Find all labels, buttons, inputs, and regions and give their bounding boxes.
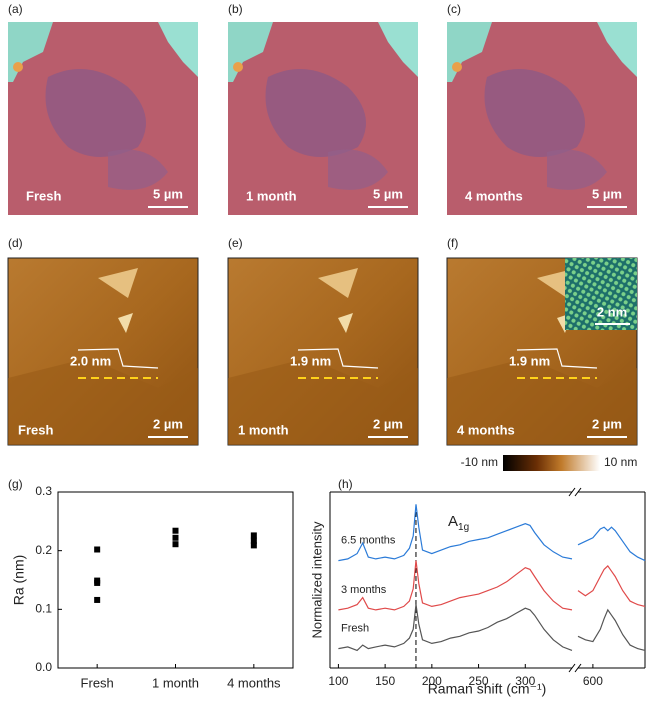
panel-label: (d) [8, 236, 23, 250]
y-tick-label: 0.1 [35, 602, 52, 616]
flake-region [265, 69, 366, 157]
flake [338, 313, 353, 333]
particle [13, 62, 23, 72]
y-axis-title: Normalized intensity [309, 521, 324, 639]
caption: Fresh [18, 422, 53, 437]
caption: 1 month [238, 422, 289, 437]
height-profile [297, 348, 379, 369]
data-point [94, 546, 101, 553]
spectrum [577, 564, 646, 607]
scale-label: 2 µm [592, 416, 622, 431]
particle [452, 62, 462, 72]
spectrum [338, 604, 573, 652]
x-tick-label: 300 [515, 674, 535, 688]
colorbar-max: 10 nm [604, 455, 637, 469]
x-tick-label: 600 [583, 674, 603, 688]
flake-region [328, 149, 388, 190]
series-label: 6.5 months [341, 535, 396, 547]
step-height: 1.9 nm [290, 353, 331, 368]
x-tick-label: 1 month [152, 675, 199, 690]
spectrum [338, 560, 573, 611]
x-tick-label: 150 [375, 674, 395, 688]
peak-label-main: A [448, 513, 458, 530]
peak-label: A1g [448, 513, 469, 533]
height-profile [516, 348, 598, 369]
scale-label: 5 µm [153, 186, 183, 201]
caption: 4 months [465, 188, 523, 203]
atomic-inset [565, 258, 637, 330]
data-point [172, 527, 179, 534]
axis-break [568, 663, 576, 673]
flake [318, 268, 358, 298]
caption: 4 months [457, 422, 515, 437]
colorbar [503, 455, 600, 471]
data-point [172, 541, 179, 548]
data-point [250, 537, 257, 544]
axis-break [574, 487, 582, 497]
series-label: 3 months [341, 584, 387, 596]
flake-region [45, 69, 146, 157]
scale-label: 2 µm [373, 416, 403, 431]
panel-label: (b) [228, 2, 243, 16]
scale-label: 5 µm [592, 186, 622, 201]
scale-label: 2 µm [153, 416, 183, 431]
x-tick-label: 200 [422, 674, 442, 688]
inset-scale: 2 nm [597, 304, 627, 319]
x-axis-title: Raman shift (cm⁻¹) [428, 681, 547, 697]
scale-label: 5 µm [373, 186, 403, 201]
terrace [8, 358, 198, 445]
step-height: 2.0 nm [70, 353, 111, 368]
data-point [172, 534, 179, 541]
panel-label: (f) [447, 236, 458, 250]
spectrum [577, 608, 646, 651]
series-label: Fresh [341, 623, 369, 635]
axis-break [568, 487, 576, 497]
step-height: 1.9 nm [509, 353, 550, 368]
x-tick-label: 100 [328, 674, 348, 688]
caption: Fresh [26, 188, 61, 203]
panel-label: (g) [8, 477, 23, 491]
data-point [250, 542, 257, 549]
crystal [158, 22, 198, 77]
spectrum [577, 526, 646, 562]
data-point [94, 596, 101, 603]
y-tick-label: 0.0 [35, 660, 52, 674]
height-profile [77, 348, 159, 369]
y-tick-label: 0.3 [35, 484, 52, 498]
flake-region [484, 69, 585, 157]
panel-label: (a) [8, 2, 23, 16]
flake-region [547, 149, 607, 190]
spectrum [338, 504, 573, 562]
crystal [597, 22, 637, 77]
data-point [250, 532, 257, 539]
panel-label: (h) [338, 477, 353, 491]
x-tick-label: Fresh [81, 675, 114, 690]
panel-label: (e) [228, 236, 243, 250]
plot-frame [57, 491, 294, 669]
particle [233, 62, 243, 72]
panel-label: (c) [447, 2, 461, 16]
x-tick-label: 4 months [227, 675, 281, 690]
flake-region [108, 149, 168, 190]
y-axis-title: Ra (nm) [11, 555, 27, 606]
flake [98, 268, 138, 298]
caption: 1 month [246, 188, 297, 203]
flake [118, 313, 133, 333]
y-tick-label: 0.2 [35, 543, 52, 557]
axis-break [574, 663, 582, 673]
peak-label-sub: 1g [458, 522, 469, 533]
crystal [378, 22, 418, 77]
terrace [447, 358, 637, 445]
data-point [94, 579, 101, 586]
terrace [228, 358, 418, 445]
x-tick-label: 250 [469, 674, 489, 688]
colorbar-min: -10 nm [461, 455, 498, 469]
